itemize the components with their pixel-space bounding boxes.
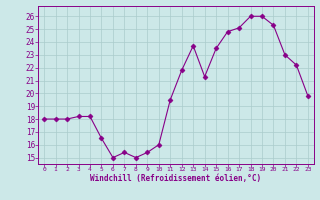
X-axis label: Windchill (Refroidissement éolien,°C): Windchill (Refroidissement éolien,°C) [91, 174, 261, 183]
